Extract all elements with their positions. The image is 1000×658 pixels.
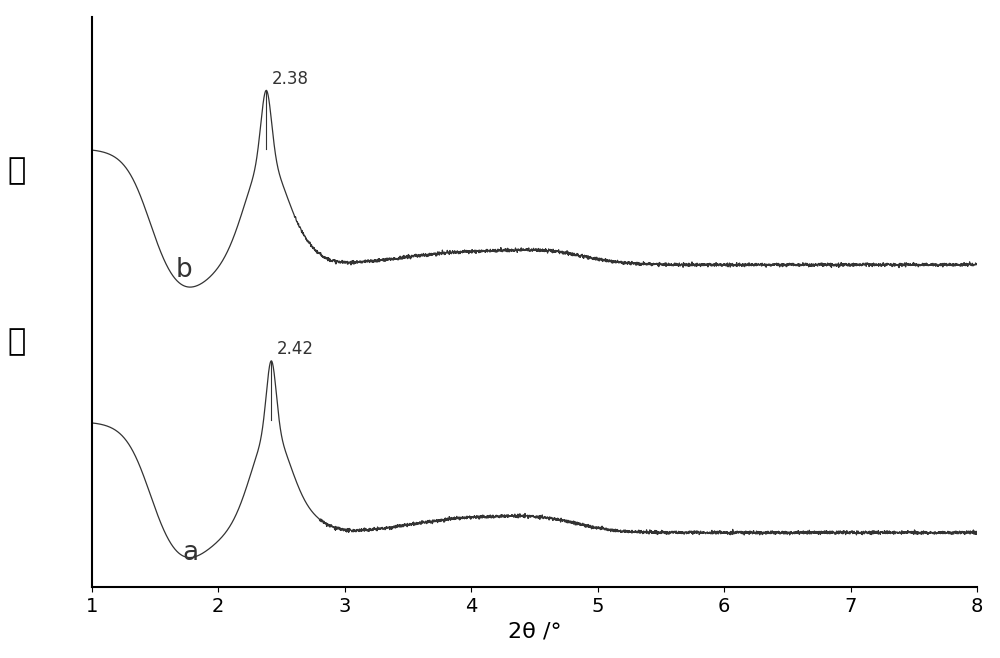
Text: 强: 强 [7,156,26,185]
Text: 2.38: 2.38 [271,70,308,88]
Text: 2.42: 2.42 [276,340,313,359]
Text: a: a [182,540,198,566]
X-axis label: 2θ /°: 2θ /° [508,621,561,642]
Text: b: b [176,257,192,283]
Text: 度: 度 [7,327,26,356]
